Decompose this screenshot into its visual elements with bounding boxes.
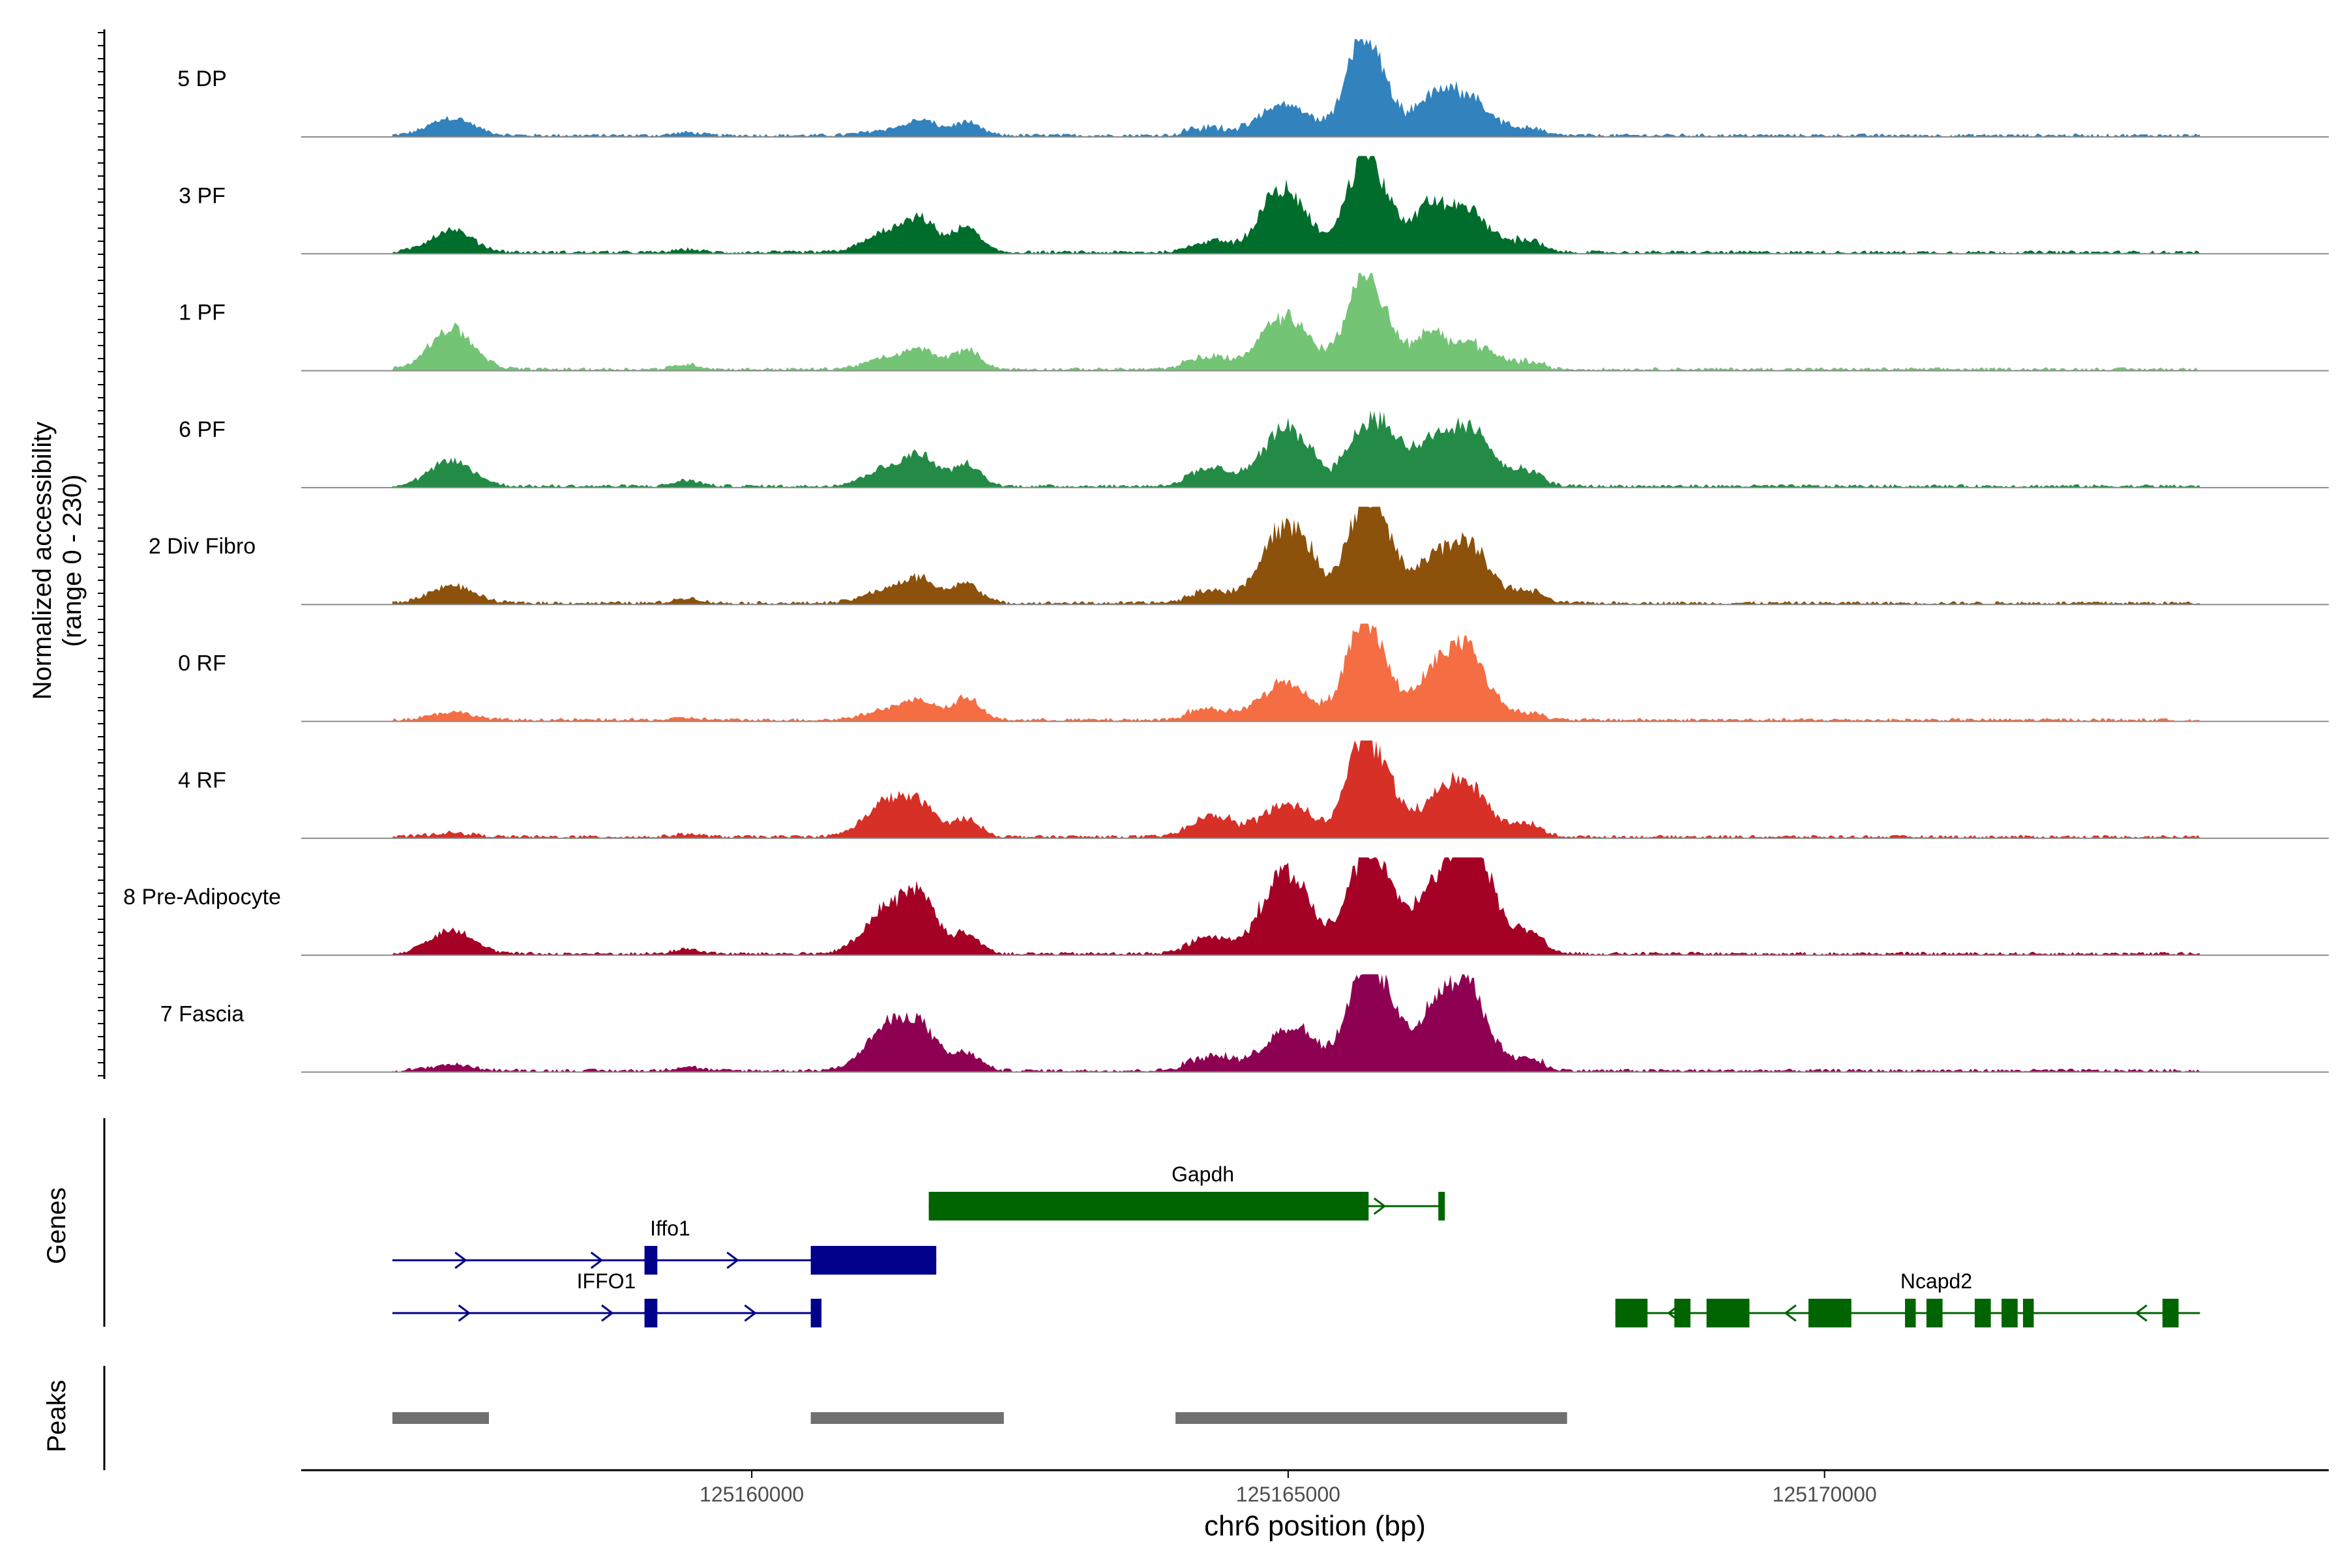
exon [1615,1299,1648,1327]
track-label: 4 RF [178,768,226,793]
coverage-area-8-pre-adipocyte [392,857,2200,956]
strand-arrow [601,1304,614,1322]
exon [1926,1299,1943,1327]
exon [644,1246,658,1275]
strand-arrow [590,1251,604,1269]
track-label: 7 Fascia [160,1001,244,1026]
track-label: 6 PF [179,417,226,442]
exon [1438,1192,1445,1220]
strand-arrow [2134,1304,2148,1322]
exon [810,1246,937,1275]
exon [1905,1299,1916,1327]
gene-label-iffo1: Iffo1 [650,1217,690,1240]
strand-arrow [744,1304,757,1322]
exon [2023,1299,2034,1327]
track-label: 0 RF [178,651,226,676]
strand-arrow [454,1251,467,1269]
exon [1706,1299,1750,1327]
x-axis-title: chr6 position (bp) [1204,1510,1426,1542]
gene-label-ncapd2: Ncapd2 [1900,1269,1972,1293]
track-label: 8 Pre-Adipocyte [123,885,281,910]
exon [1808,1299,1852,1327]
track-label: 1 PF [179,301,226,325]
exon [1674,1299,1690,1327]
strand-arrow [1784,1304,1797,1322]
x-axis-tick-label: 125170000 [1773,1483,1877,1506]
strand-arrow [726,1251,739,1269]
coverage-area-2-div-fibro [392,507,2200,605]
exon [928,1192,1369,1220]
genes-track-label: Genes [42,1187,71,1264]
y-axis-title-line1: Normalized accessibility [28,422,57,700]
exon [2162,1299,2179,1327]
y-axis-title-line2: (range 0 - 230) [58,475,87,647]
peak-bar [392,1412,489,1424]
track-label: 2 Div Fibro [149,534,256,559]
exon [810,1299,822,1327]
x-axis-tick-label: 125165000 [1236,1483,1340,1506]
strand-arrow [1373,1197,1387,1215]
peak-bar [1175,1412,1567,1424]
coverage-area-5-dp [392,39,2200,137]
coverage-area-0-rf [392,623,2200,722]
x-axis-tick-label: 125160000 [700,1483,804,1506]
peak-bar [810,1412,1004,1424]
track-label: 5 DP [177,67,227,91]
strand-arrow [458,1304,471,1322]
coverage-area-4-rf [392,740,2200,838]
gene-label-iffo1: IFFO1 [577,1269,636,1293]
exon [644,1299,658,1327]
coverage-area-3-pf [392,156,2200,254]
exon [1974,1299,1991,1327]
coverage-area-6-pf [392,410,2200,488]
exon [2001,1299,2018,1327]
coverage-area-7-fascia [392,974,2200,1072]
peaks-track-label: Peaks [42,1380,71,1452]
coverage-area-1-pf [392,273,2200,371]
gene-label-gapdh: Gapdh [1172,1162,1234,1186]
track-label: 3 PF [179,183,226,208]
